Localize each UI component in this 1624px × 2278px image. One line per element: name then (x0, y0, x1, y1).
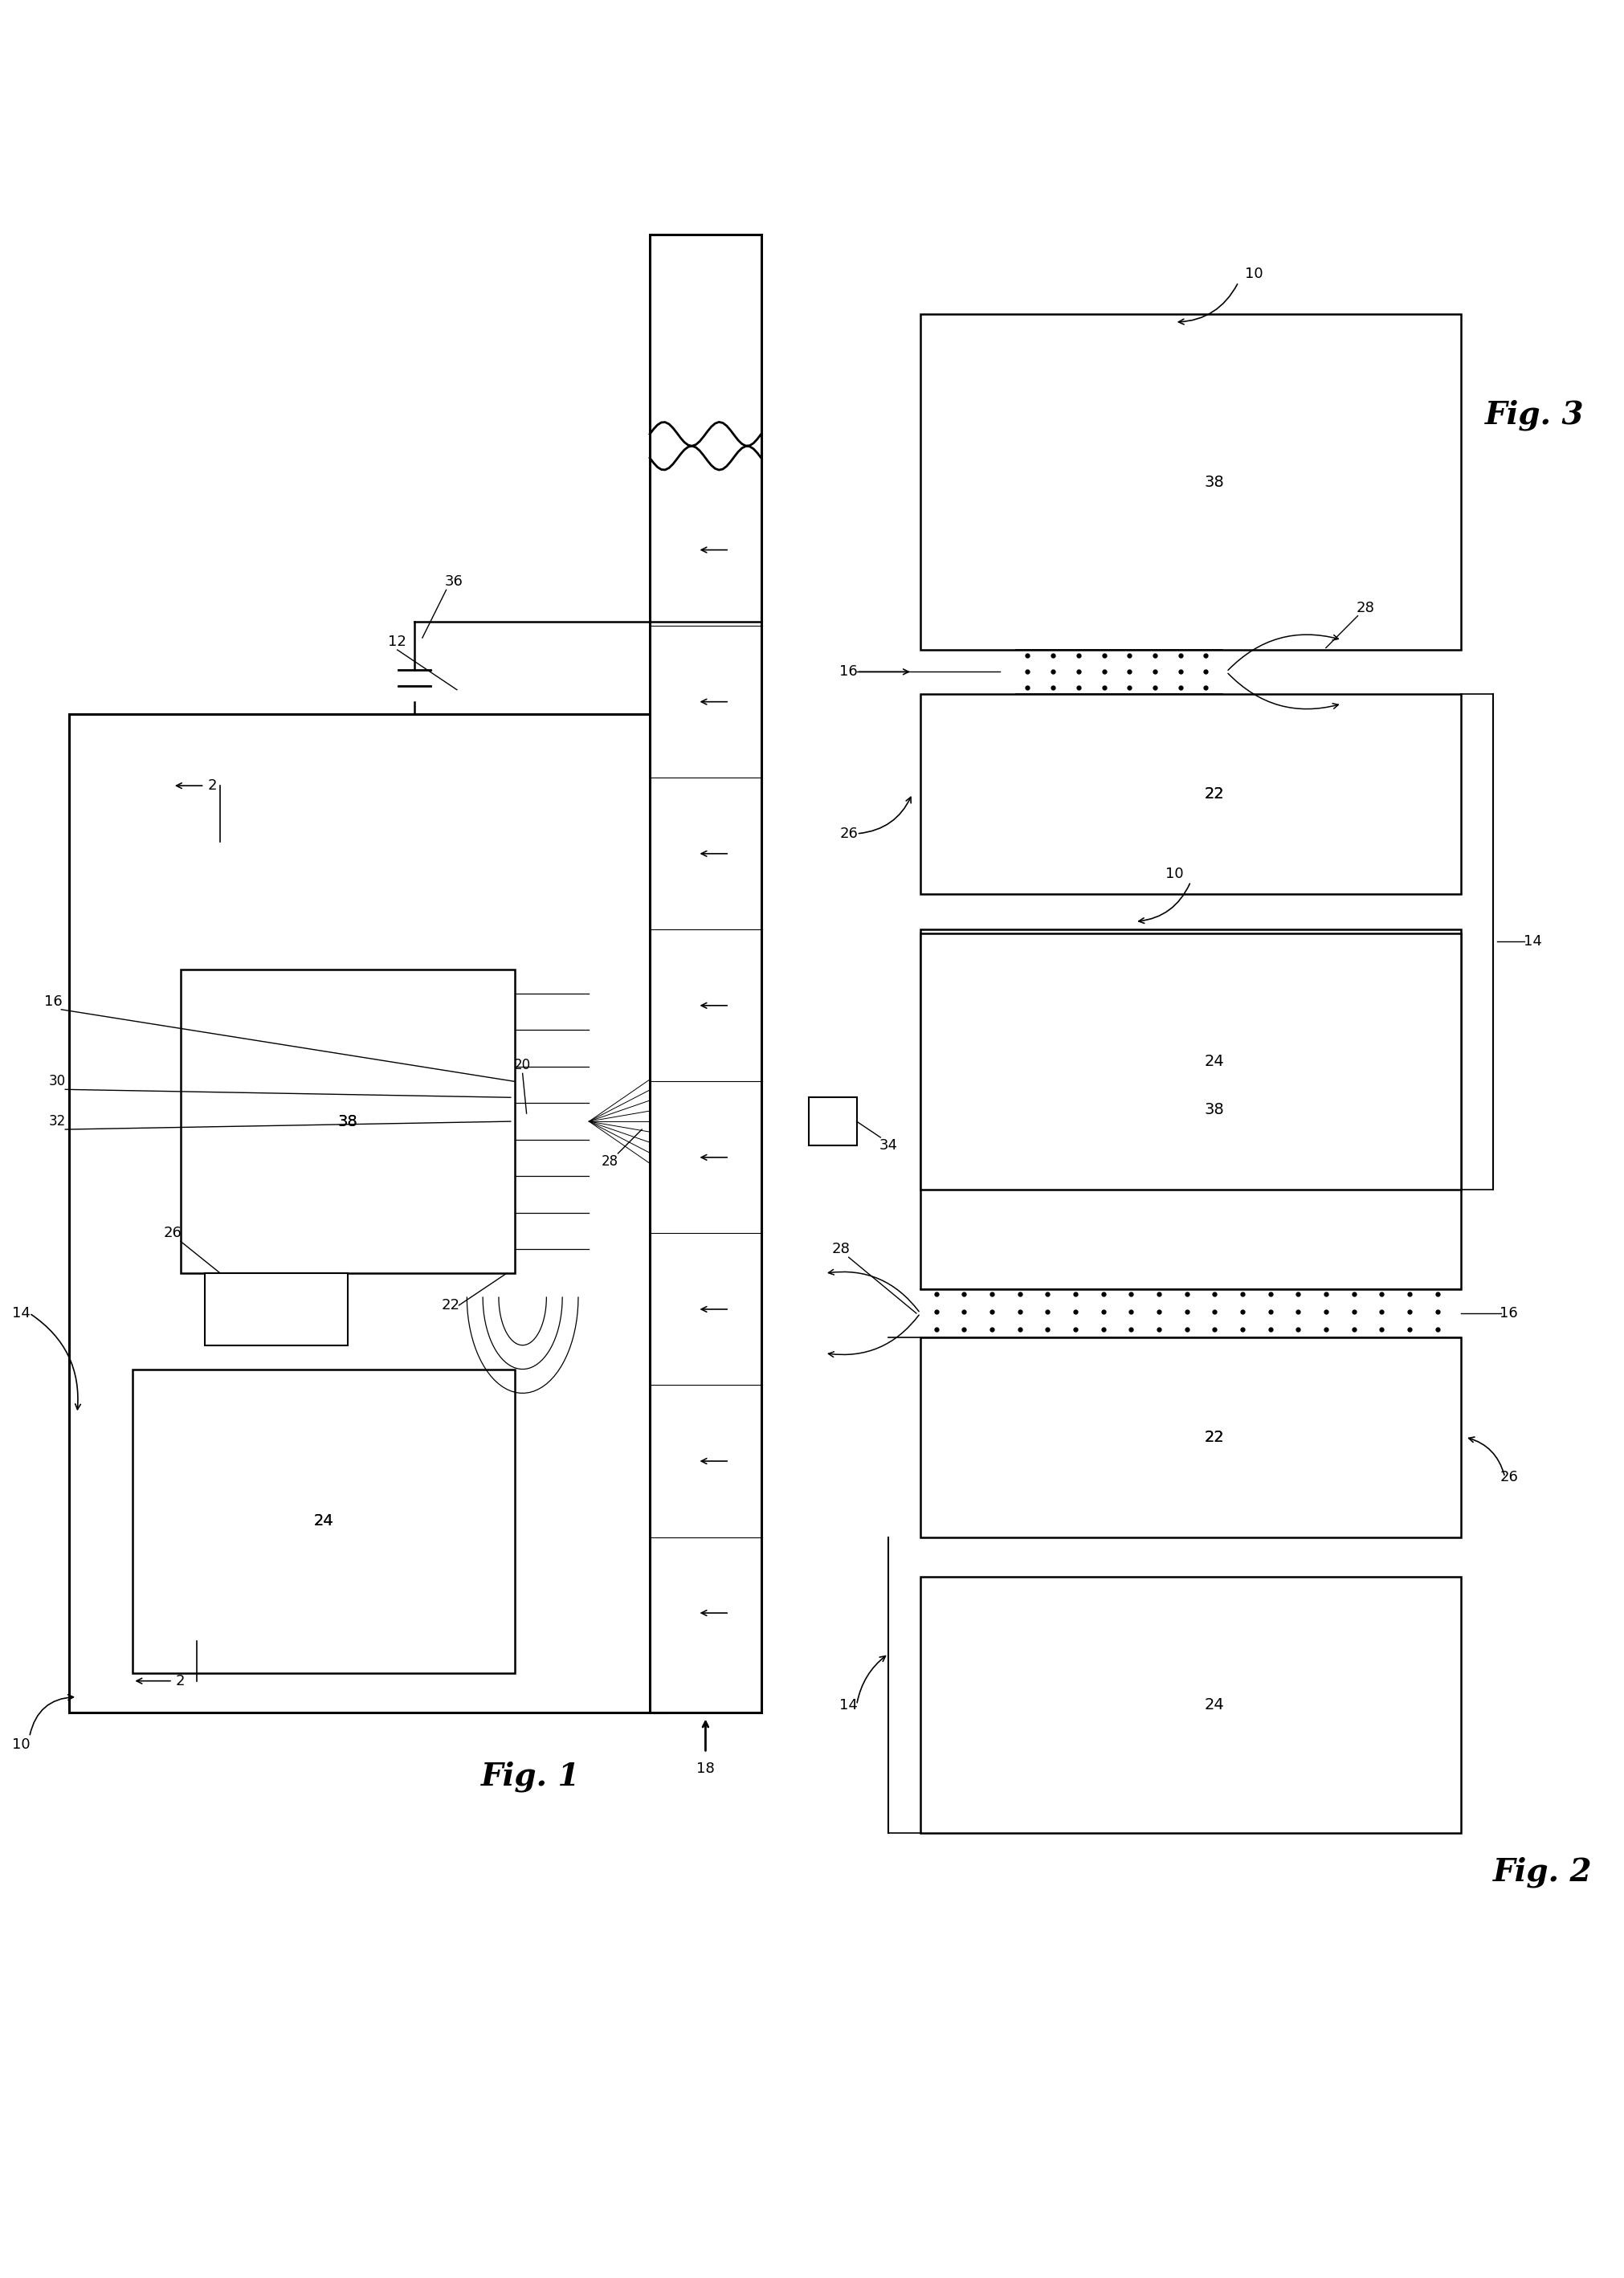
Bar (921, 934, 1462, 1189)
Text: 14: 14 (840, 1697, 857, 1713)
Bar (70, 713, 666, 1713)
Text: 34: 34 (879, 1139, 898, 1153)
Text: 38: 38 (338, 1114, 357, 1130)
Bar (650, 235, 762, 1713)
Text: 10: 10 (1246, 267, 1263, 282)
Text: 28: 28 (831, 1242, 849, 1257)
Text: 24: 24 (1205, 1055, 1224, 1068)
Text: 2: 2 (175, 1674, 185, 1688)
Text: 14: 14 (1523, 934, 1541, 950)
Text: 26: 26 (840, 827, 857, 841)
Text: 32: 32 (49, 1114, 67, 1128)
Text: 22: 22 (442, 1298, 460, 1312)
Text: Fig. 1: Fig. 1 (481, 1761, 580, 1793)
Text: Fig. 2: Fig. 2 (1492, 1857, 1592, 1888)
Text: 28: 28 (601, 1155, 619, 1169)
Bar (809, 1098, 856, 1146)
Text: 24: 24 (1205, 1697, 1224, 1713)
Bar (921, 929, 1462, 1289)
Text: 16: 16 (44, 993, 62, 1009)
Text: 24: 24 (313, 1513, 333, 1529)
Text: 38: 38 (1205, 474, 1224, 490)
Text: 16: 16 (840, 665, 857, 679)
Text: 28: 28 (1356, 601, 1376, 615)
Text: 36: 36 (445, 574, 463, 590)
Text: 26: 26 (164, 1226, 182, 1242)
Bar (133, 1369, 515, 1672)
Bar (921, 695, 1462, 893)
Text: 18: 18 (697, 1761, 715, 1777)
Text: 10: 10 (1166, 866, 1184, 882)
Text: 24: 24 (313, 1513, 333, 1529)
Bar (180, 970, 515, 1273)
Text: 20: 20 (515, 1059, 531, 1073)
Bar (921, 314, 1462, 649)
Text: 22: 22 (1205, 1431, 1224, 1444)
Text: 22: 22 (1205, 1431, 1224, 1444)
Text: 12: 12 (388, 636, 406, 649)
Text: 26: 26 (1499, 1469, 1518, 1485)
Bar (205, 1273, 348, 1346)
Text: 14: 14 (13, 1305, 31, 1321)
Text: 22: 22 (1205, 786, 1224, 802)
Text: Fig. 3: Fig. 3 (1484, 399, 1583, 431)
Text: 2: 2 (208, 779, 218, 793)
Bar (921, 1576, 1462, 1834)
Text: 30: 30 (49, 1075, 65, 1089)
Bar (921, 1337, 1462, 1538)
Text: 38: 38 (1205, 1103, 1224, 1116)
Text: 22: 22 (1205, 786, 1224, 802)
Text: 16: 16 (1499, 1305, 1518, 1321)
Text: 38: 38 (338, 1114, 357, 1130)
Text: 10: 10 (13, 1738, 31, 1752)
